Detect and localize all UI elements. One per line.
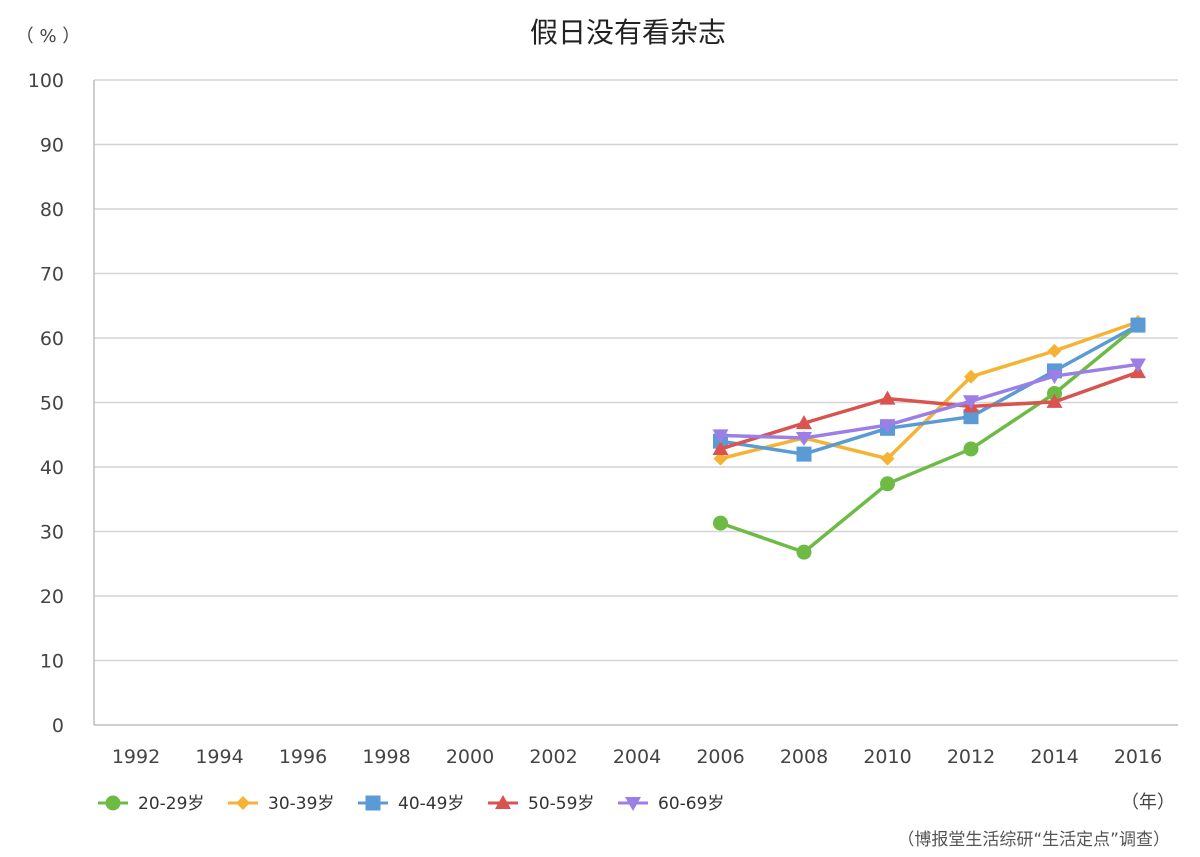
y-tick-label: 0 [52, 715, 64, 737]
y-tick-label: 20 [40, 586, 64, 608]
y-axis-unit: （ % ） [16, 26, 81, 47]
legend: 20-29岁 30-39岁 40-49岁 50-59岁 60-69岁 [98, 794, 724, 814]
x-axis-unit: （年） [1121, 792, 1175, 813]
data-point [1046, 393, 1063, 408]
data-point [712, 429, 729, 444]
data-point [963, 395, 979, 410]
data-point [713, 451, 728, 466]
y-tick-label: 40 [40, 457, 64, 479]
x-tick-label: 1998 [362, 746, 410, 768]
x-tick-label: 2000 [446, 746, 494, 768]
y-tick-label: 100 [28, 70, 64, 92]
legend-label: 60-69岁 [658, 794, 724, 814]
y-tick-label: 90 [40, 135, 64, 157]
series-lines [712, 314, 1146, 560]
y-tick-label: 70 [40, 264, 64, 286]
data-point [1046, 370, 1063, 385]
x-tick-label: 1996 [279, 746, 327, 768]
gridlines [94, 79, 1178, 662]
legend-item: 60-69岁 [618, 794, 724, 814]
x-tick-label: 1994 [195, 746, 243, 768]
data-point [713, 515, 728, 531]
y-tick-label: 80 [40, 199, 64, 221]
x-tick-label: 2012 [947, 746, 995, 768]
x-tick-label: 2010 [863, 746, 911, 768]
data-point [880, 451, 895, 466]
series-line [718, 323, 1140, 456]
y-tick-labels: 0 10 20 30 40 50 60 70 80 90 100 [28, 70, 64, 737]
x-tick-label: 2002 [529, 746, 577, 768]
legend-item: 50-59岁 [488, 794, 594, 814]
data-point [1047, 343, 1062, 358]
x-tick-label: 2008 [780, 746, 828, 768]
data-point [796, 446, 812, 462]
x-tick-label: 2004 [613, 746, 661, 768]
data-point [712, 440, 729, 455]
data-point [963, 441, 979, 457]
x-tick-label: 2006 [696, 746, 744, 768]
data-point [495, 795, 511, 809]
legend-item: 20-29岁 [98, 794, 204, 814]
data-point [1130, 358, 1146, 373]
series-2 [713, 317, 1146, 462]
data-point [365, 795, 381, 811]
y-tick-label: 10 [40, 651, 64, 673]
series-line [718, 362, 1140, 440]
legend-item: 30-39岁 [228, 794, 334, 814]
series-line [718, 370, 1140, 451]
data-point [880, 476, 895, 492]
series-line [718, 320, 1140, 461]
legend-item: 40-49岁 [358, 794, 464, 814]
x-tick-label: 2016 [1114, 746, 1162, 768]
axes [93, 80, 1178, 726]
data-point [879, 390, 896, 405]
data-point [879, 419, 896, 434]
y-tick-label: 30 [40, 522, 64, 544]
series-line [718, 323, 1140, 554]
data-point [964, 369, 978, 384]
series-3 [712, 364, 1146, 455]
x-tick-label: 1992 [112, 746, 160, 768]
data-point [796, 431, 812, 446]
y-tick-label: 60 [40, 328, 64, 350]
data-point [1130, 317, 1146, 333]
legend-label: 40-49岁 [398, 794, 464, 814]
source-note: （博报堂生活综研“生活定点”调查） [897, 830, 1170, 850]
series-4 [712, 358, 1146, 446]
data-point [796, 415, 812, 430]
chart-title: 假日没有看杂志 [530, 16, 726, 49]
legend-label: 50-59岁 [528, 794, 594, 814]
legend-label: 30-39岁 [268, 794, 334, 814]
y-tick-label: 50 [40, 393, 64, 415]
data-point [236, 796, 250, 810]
x-tick-label: 2014 [1030, 746, 1078, 768]
data-point [105, 795, 121, 811]
data-point [796, 544, 812, 560]
legend-label: 20-29岁 [138, 794, 204, 814]
x-tick-labels: 1992 1994 1996 1998 2000 2002 2004 2006 2008 2010… [112, 746, 1162, 768]
data-point [1047, 385, 1062, 401]
data-point [963, 409, 979, 425]
data-point [625, 797, 641, 811]
